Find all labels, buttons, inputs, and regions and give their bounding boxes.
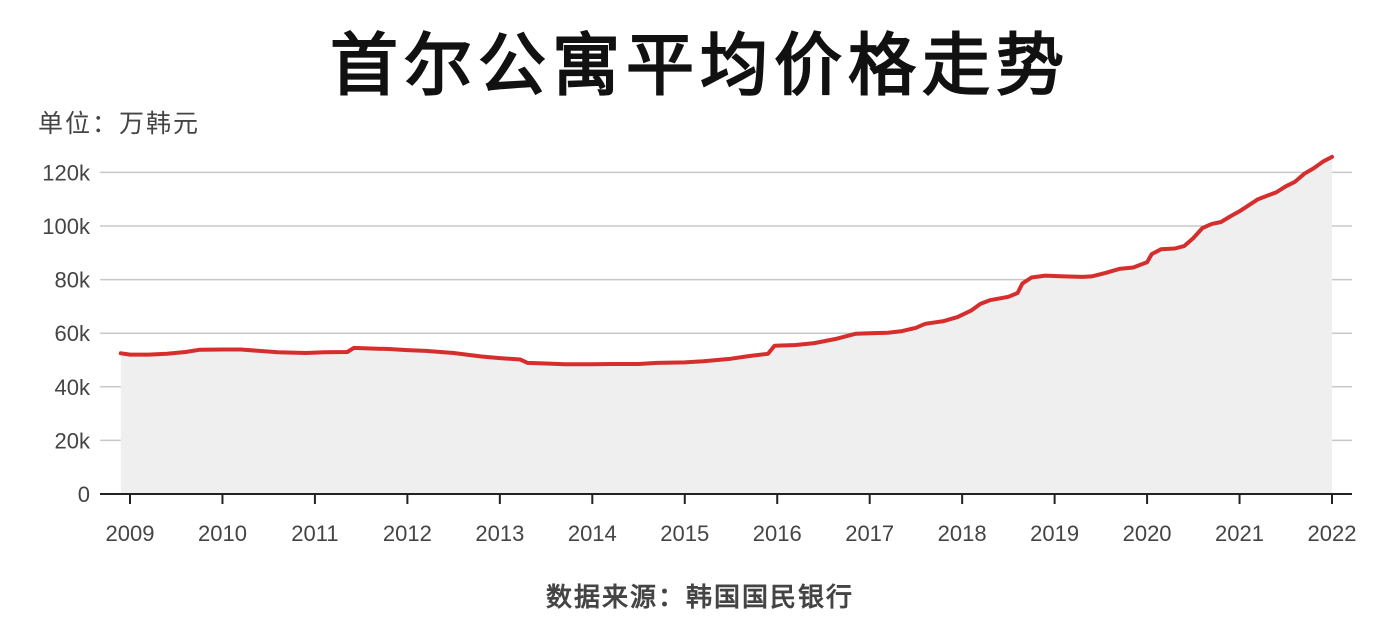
y-tick-label: 40k	[55, 375, 91, 400]
y-tick-label: 0	[78, 482, 90, 507]
y-axis-ticks: 0 20k 40k 60k 80k 100k 120k	[42, 160, 91, 507]
x-tick-label: 2019	[1030, 521, 1079, 546]
x-tick-label: 2009	[106, 521, 155, 546]
x-tick-label: 2022	[1308, 521, 1357, 546]
data-source: 数据来源：韩国国民银行	[545, 583, 854, 613]
unit-label: 单位：万韩元	[38, 109, 201, 138]
x-axis-ticks: 2009 2010 2011 2012 2013 2014 2015 2016 2017 2018…	[106, 494, 1357, 546]
x-tick-label: 2010	[198, 521, 247, 546]
price-area-fill	[120, 156, 1332, 494]
y-tick-label: 60k	[55, 321, 91, 346]
x-tick-label: 2016	[753, 521, 802, 546]
x-tick-label: 2011	[291, 521, 338, 546]
y-tick-label: 100k	[42, 214, 91, 239]
x-tick-label: 2015	[660, 521, 709, 546]
chart-title: 首尔公寓平均价格走势	[329, 27, 1070, 106]
x-tick-label: 2013	[475, 521, 524, 546]
x-tick-label: 2021	[1215, 521, 1264, 546]
x-tick-label: 2017	[845, 521, 894, 546]
x-tick-label: 2020	[1123, 521, 1172, 546]
x-tick-label: 2018	[938, 521, 987, 546]
y-tick-label: 80k	[55, 268, 91, 293]
y-tick-label: 20k	[55, 428, 91, 453]
price-line	[118, 154, 1334, 367]
x-tick-label: 2012	[383, 521, 432, 546]
x-tick-label: 2014	[568, 521, 617, 546]
y-tick-label: 120k	[42, 160, 91, 185]
